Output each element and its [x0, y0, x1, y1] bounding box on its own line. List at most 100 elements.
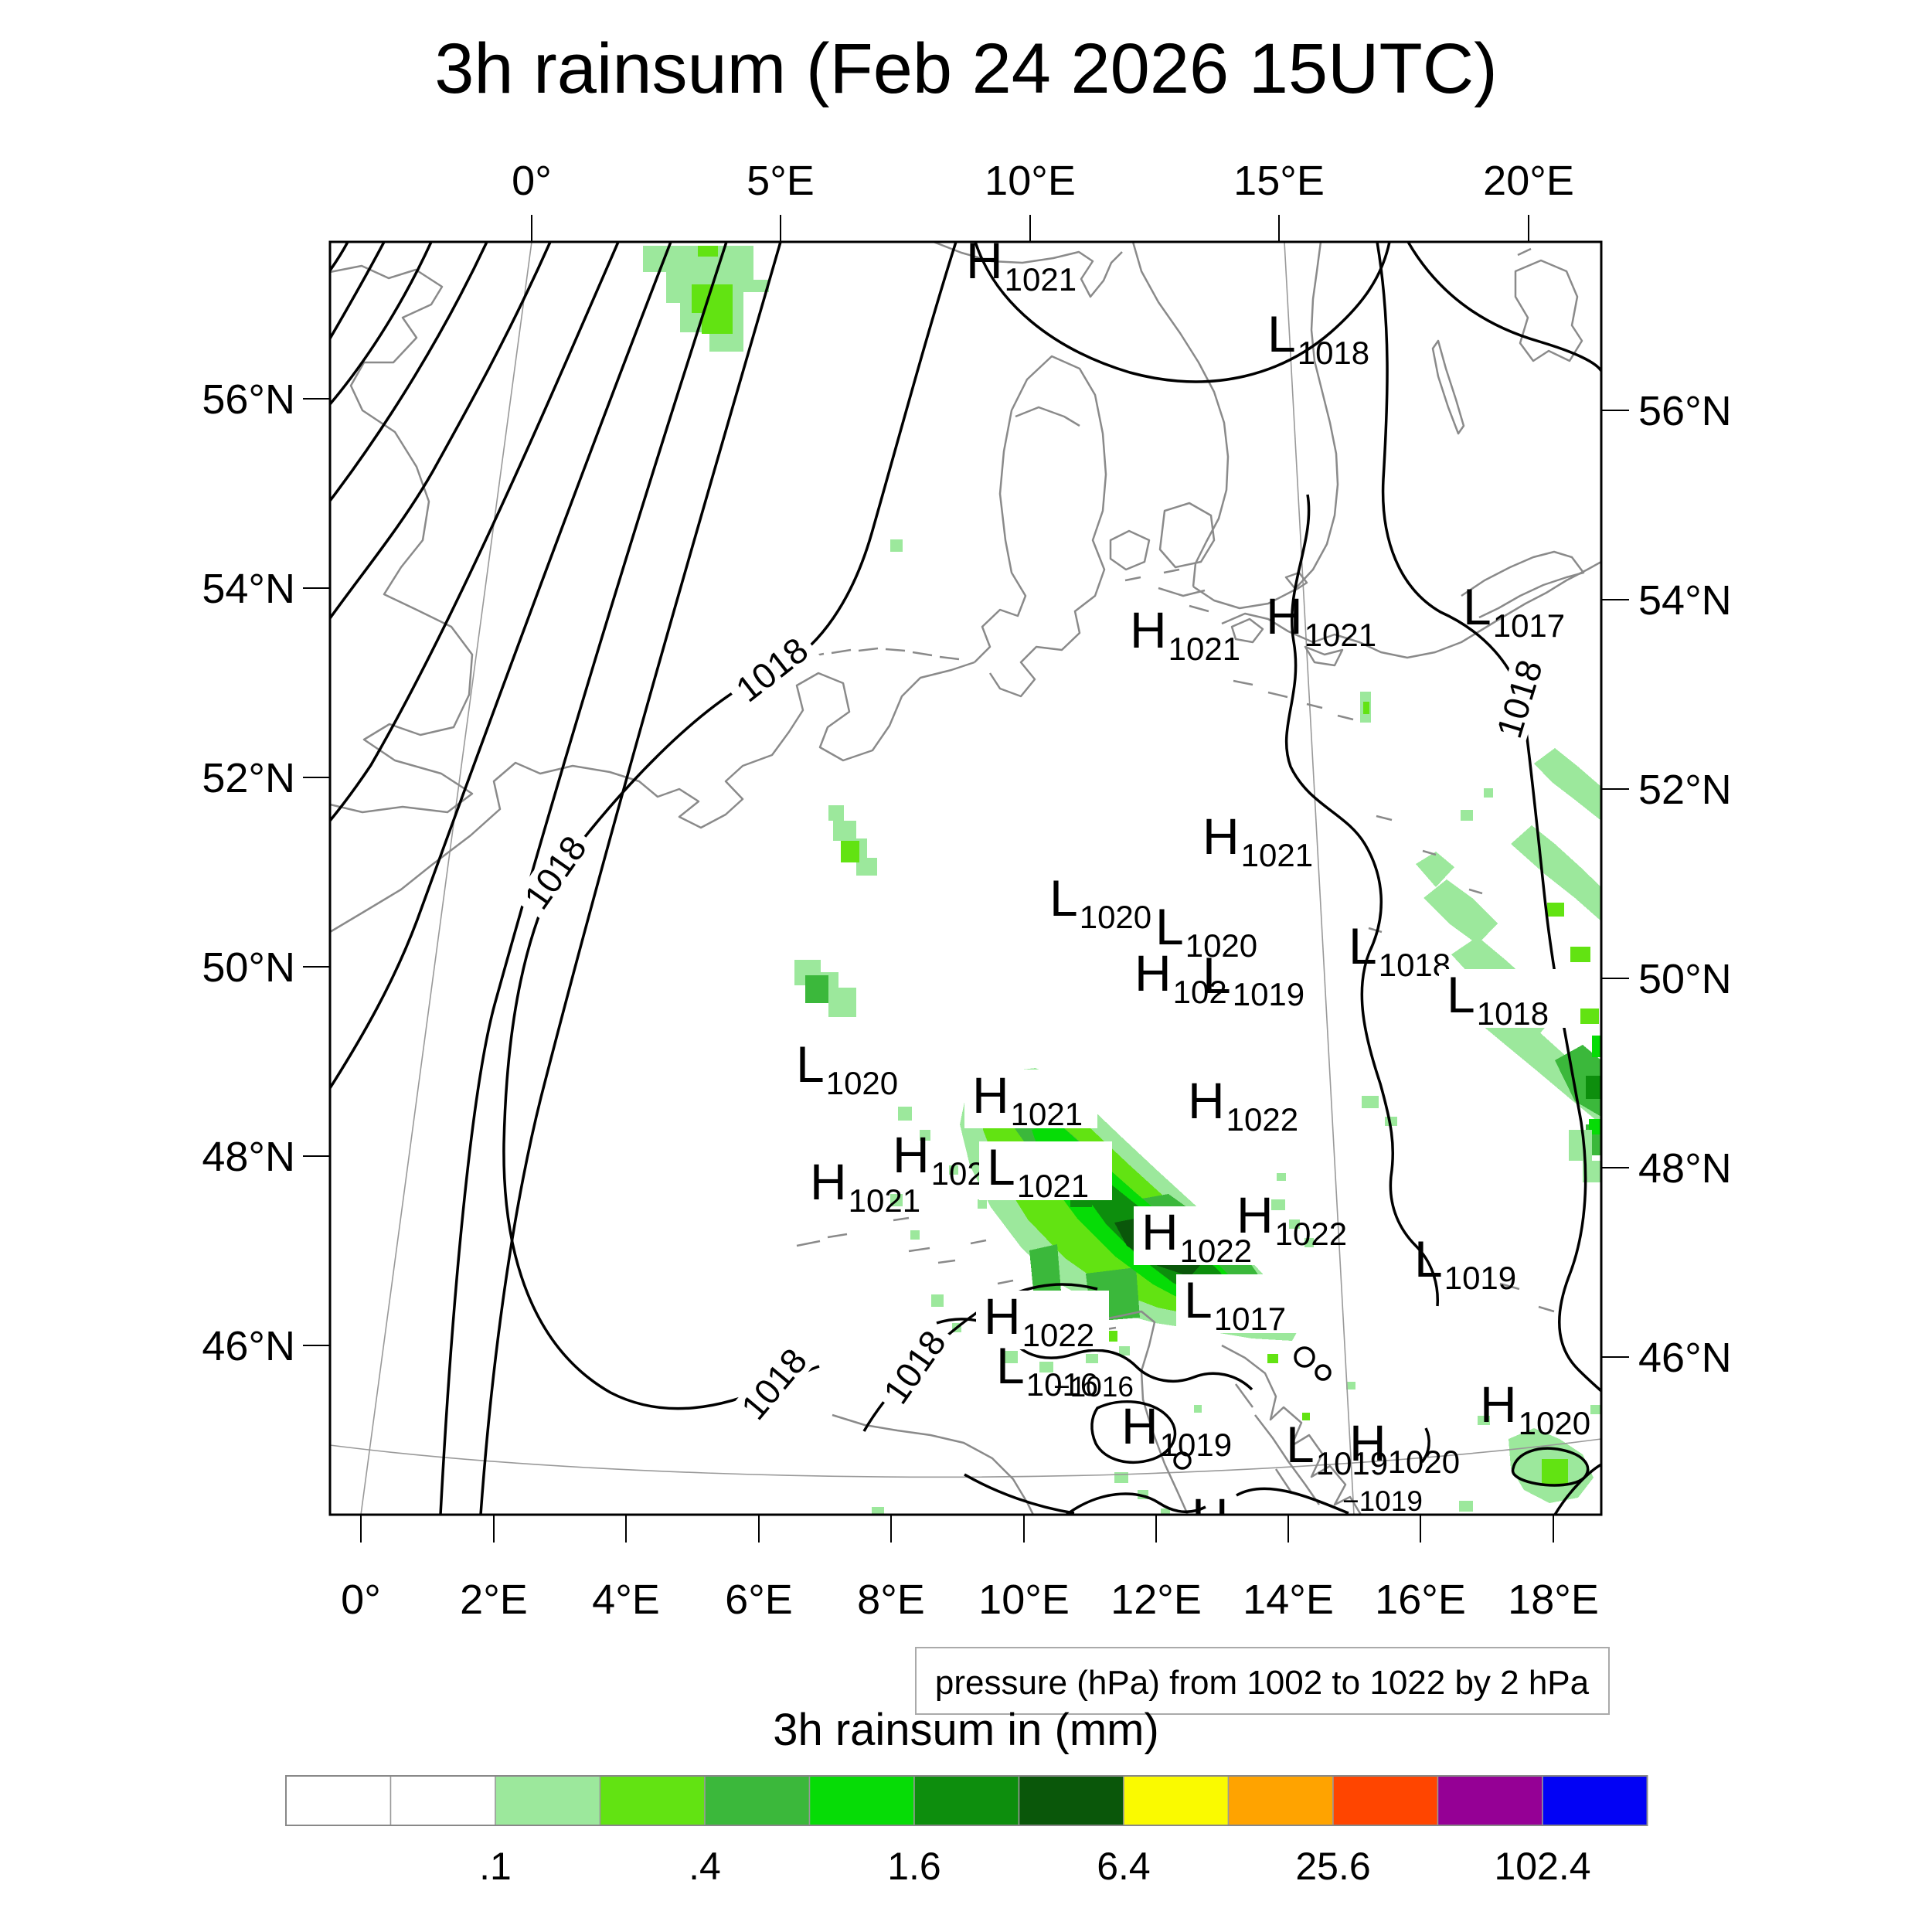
- colorbar-tick-label: .1: [479, 1845, 512, 1888]
- coastlines: [330, 242, 1601, 1515]
- rain-patch: [1302, 1413, 1310, 1420]
- colorbar-cell: [1018, 1775, 1124, 1826]
- contour-inline-label: 1018: [1488, 655, 1550, 743]
- colorbar-cell: [1542, 1775, 1648, 1826]
- pressure-contour-loop: [1315, 1364, 1332, 1381]
- colorbar-cell: [495, 1775, 601, 1826]
- meridian-15e: [1284, 242, 1355, 1515]
- rain-patch: [1119, 1346, 1130, 1355]
- rain-patch: [1267, 1354, 1278, 1363]
- axis-label-bottom: 2°E: [460, 1577, 528, 1623]
- map-area: 1018 1018 1018 1018 1018 H1021 L1018 H1021 H1021…: [330, 242, 1601, 1515]
- pressure-contour: [964, 1473, 1075, 1515]
- rain-patch: [1459, 1501, 1473, 1512]
- contour-inline-label-group: 1018: [872, 1318, 957, 1416]
- legend-colorbar: .1 .4 1.6 6.4 25.6 102.4: [285, 1775, 1648, 1888]
- pressure-contour: [1090, 1400, 1177, 1464]
- axis-label-right: 54°N: [1638, 577, 1732, 624]
- rain-patch: [1001, 1351, 1018, 1363]
- colorbar-cell: [599, 1775, 706, 1826]
- colorbar-tick-label: 1.6: [887, 1845, 941, 1888]
- coastline-detail: [1538, 1305, 1555, 1313]
- rain-patch: [805, 975, 828, 1003]
- rain-patch: [828, 805, 877, 876]
- coastline-detail: [1499, 1282, 1520, 1291]
- axis-label-left: 48°N: [202, 1134, 295, 1180]
- pressure-center-label: H1020: [1349, 1414, 1460, 1480]
- pressure-contour: [330, 242, 349, 272]
- rain-patch: [890, 539, 903, 552]
- rain-patch: [1416, 852, 1454, 887]
- pressure-contour: [330, 242, 433, 406]
- axis-label-top: 0°: [512, 158, 552, 204]
- rain-patch: [1592, 1036, 1601, 1057]
- pressure-center-label: H1021: [1130, 601, 1240, 667]
- axis-label-right: 56°N: [1638, 388, 1732, 434]
- pressure-contour: [1284, 494, 1439, 1307]
- pressure-contours: [330, 242, 1601, 1515]
- coastline-detail: [908, 1247, 930, 1253]
- rain-patch: [1346, 1382, 1355, 1389]
- coastline: [1109, 529, 1151, 571]
- coastline-detail: [893, 1216, 910, 1222]
- pressure-label-box: [1176, 1274, 1309, 1333]
- axis-label-bottom: 4°E: [592, 1577, 660, 1623]
- rain-patch: [1304, 1238, 1314, 1247]
- contour-inline-label-group: 1018: [723, 626, 820, 713]
- coastline: [939, 655, 960, 661]
- coastline: [933, 242, 1123, 298]
- parallel-45n: [330, 1438, 1601, 1478]
- coastline-detail: [1422, 849, 1437, 856]
- pressure-center-label: L1020: [1049, 869, 1151, 935]
- pressure-contour: [1236, 1487, 1349, 1515]
- coastline: [832, 1413, 1035, 1515]
- pressure-label-box: [964, 1070, 1097, 1128]
- pressure-contour: [330, 242, 620, 822]
- axis-label-top: 20°E: [1483, 158, 1574, 204]
- pressure-label-box: [1439, 969, 1572, 1028]
- axis-label-right: 52°N: [1638, 767, 1732, 813]
- pressure-contour: [1376, 242, 1601, 1393]
- pressure-center-label: H1022: [1188, 1072, 1298, 1138]
- coastline-detail: [1306, 702, 1323, 709]
- contour-inline-label-group: 1018: [513, 823, 597, 921]
- map-frame: [328, 240, 1603, 1516]
- axis-label-bottom: 12°E: [1111, 1577, 1202, 1623]
- pressure-contour: [1065, 1492, 1206, 1515]
- pressure-label-box: [976, 1291, 1109, 1349]
- rain-patch: [1461, 810, 1473, 821]
- rain-patch: [1039, 1362, 1053, 1372]
- contour-inline-label-group: 1018: [1488, 649, 1551, 749]
- pressure-contour: [330, 242, 488, 502]
- coastline: [831, 648, 852, 655]
- contour-label-bg: [723, 626, 820, 713]
- pressure-center-label: L1019: [1414, 1230, 1516, 1296]
- coastline: [1517, 247, 1532, 257]
- coastline: [330, 264, 474, 814]
- coastline: [1131, 242, 1230, 587]
- pressure-contour: [439, 242, 728, 1515]
- rain-patch: [1547, 903, 1564, 917]
- pressure-contour: [330, 242, 386, 339]
- colorbar-cell: [913, 1775, 1020, 1826]
- axis-label-right: 46°N: [1638, 1335, 1732, 1381]
- coastline-detail: [1124, 576, 1141, 582]
- page-title: 3h rainsum (Feb 24 2026 15UTC): [434, 29, 1498, 108]
- rain-patch: [1511, 825, 1601, 921]
- rain-patch: [1570, 947, 1590, 962]
- colorbar-tick-label: 25.6: [1295, 1845, 1370, 1888]
- axis-label-bottom: 0°: [341, 1577, 381, 1623]
- axis-label-left: 50°N: [202, 944, 295, 991]
- coastline: [1221, 1344, 1362, 1515]
- pressure-contour: [1406, 242, 1601, 372]
- coastline: [1431, 339, 1465, 435]
- colorbar-cell: [1123, 1775, 1230, 1826]
- coastline: [1158, 587, 1206, 597]
- coastline: [1192, 242, 1339, 610]
- legend-title: 3h rainsum in (mm): [773, 1705, 1159, 1755]
- graticule-lines: [330, 242, 1601, 1515]
- axis-label-left: 46°N: [202, 1323, 295, 1369]
- rain-patch: [1590, 1405, 1601, 1414]
- pressure-center-label: H1021: [1202, 808, 1313, 873]
